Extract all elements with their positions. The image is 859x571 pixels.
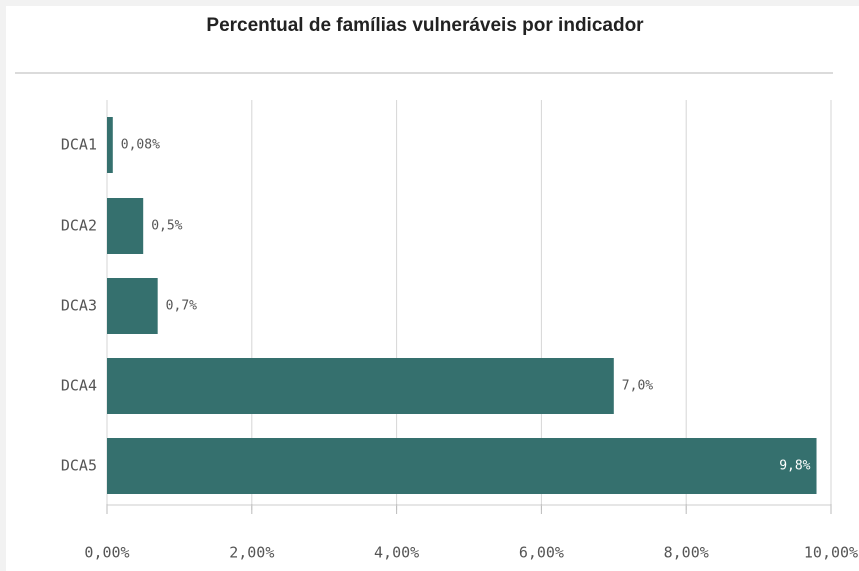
x-tick-label: 10,00% <box>804 544 858 562</box>
y-tick-label: DCA1 <box>61 136 97 154</box>
value-label: 0,08% <box>121 138 160 153</box>
x-tick-label: 4,00% <box>374 544 419 562</box>
value-label: 0,5% <box>151 219 182 234</box>
x-tick-label: 6,00% <box>519 544 564 562</box>
x-tick-label: 0,00% <box>84 544 129 562</box>
chart-title: Percentual de famílias vulneráveis por i… <box>206 15 644 36</box>
y-tick-label: DCA2 <box>61 217 97 235</box>
y-tick-label: DCA5 <box>61 457 97 475</box>
bar <box>107 438 817 494</box>
y-tick-label: DCA4 <box>61 377 97 395</box>
bar <box>107 278 158 334</box>
value-label: 7,0% <box>622 379 653 394</box>
value-label: 0,7% <box>166 299 197 314</box>
x-tick-label: 8,00% <box>664 544 709 562</box>
y-tick-label: DCA3 <box>61 297 97 315</box>
value-label: 9,8% <box>779 459 810 474</box>
bar <box>107 358 614 414</box>
bar <box>107 117 113 173</box>
x-tick-label: 2,00% <box>229 544 274 562</box>
bar <box>107 198 144 254</box>
